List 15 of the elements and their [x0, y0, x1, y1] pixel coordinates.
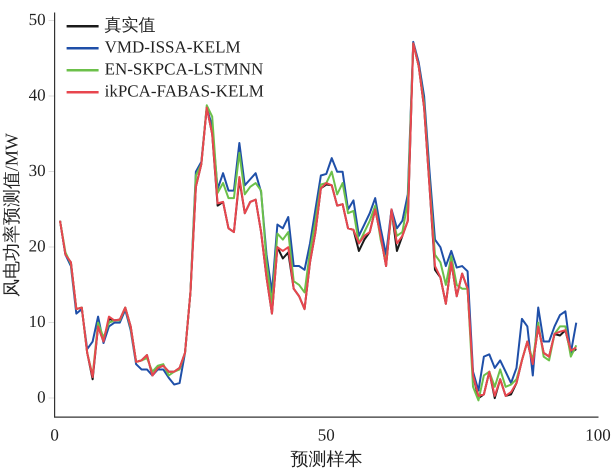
y-tick-label: 40	[28, 86, 46, 105]
x-tick-label: 0	[50, 426, 59, 445]
y-tick-label: 10	[28, 312, 46, 332]
legend-label: EN-SKPCA-LSTMNN	[104, 60, 264, 79]
x-tick-label: 50	[318, 426, 335, 445]
y-tick-label: 30	[28, 161, 46, 180]
legend-label: VMD-ISSA-KELM	[104, 38, 241, 57]
y-tick-label: 0	[37, 388, 46, 407]
y-axis-title: 风电功率预测值/MW	[2, 133, 22, 298]
x-axis-title: 预测样本	[290, 448, 362, 469]
legend-label: ikPCA-FABAS-KELM	[104, 82, 264, 101]
legend-label: 真实值	[104, 16, 156, 35]
y-tick-label: 20	[28, 236, 46, 256]
y-tick-label: 50	[28, 10, 46, 30]
x-tick-label: 100	[585, 426, 611, 445]
